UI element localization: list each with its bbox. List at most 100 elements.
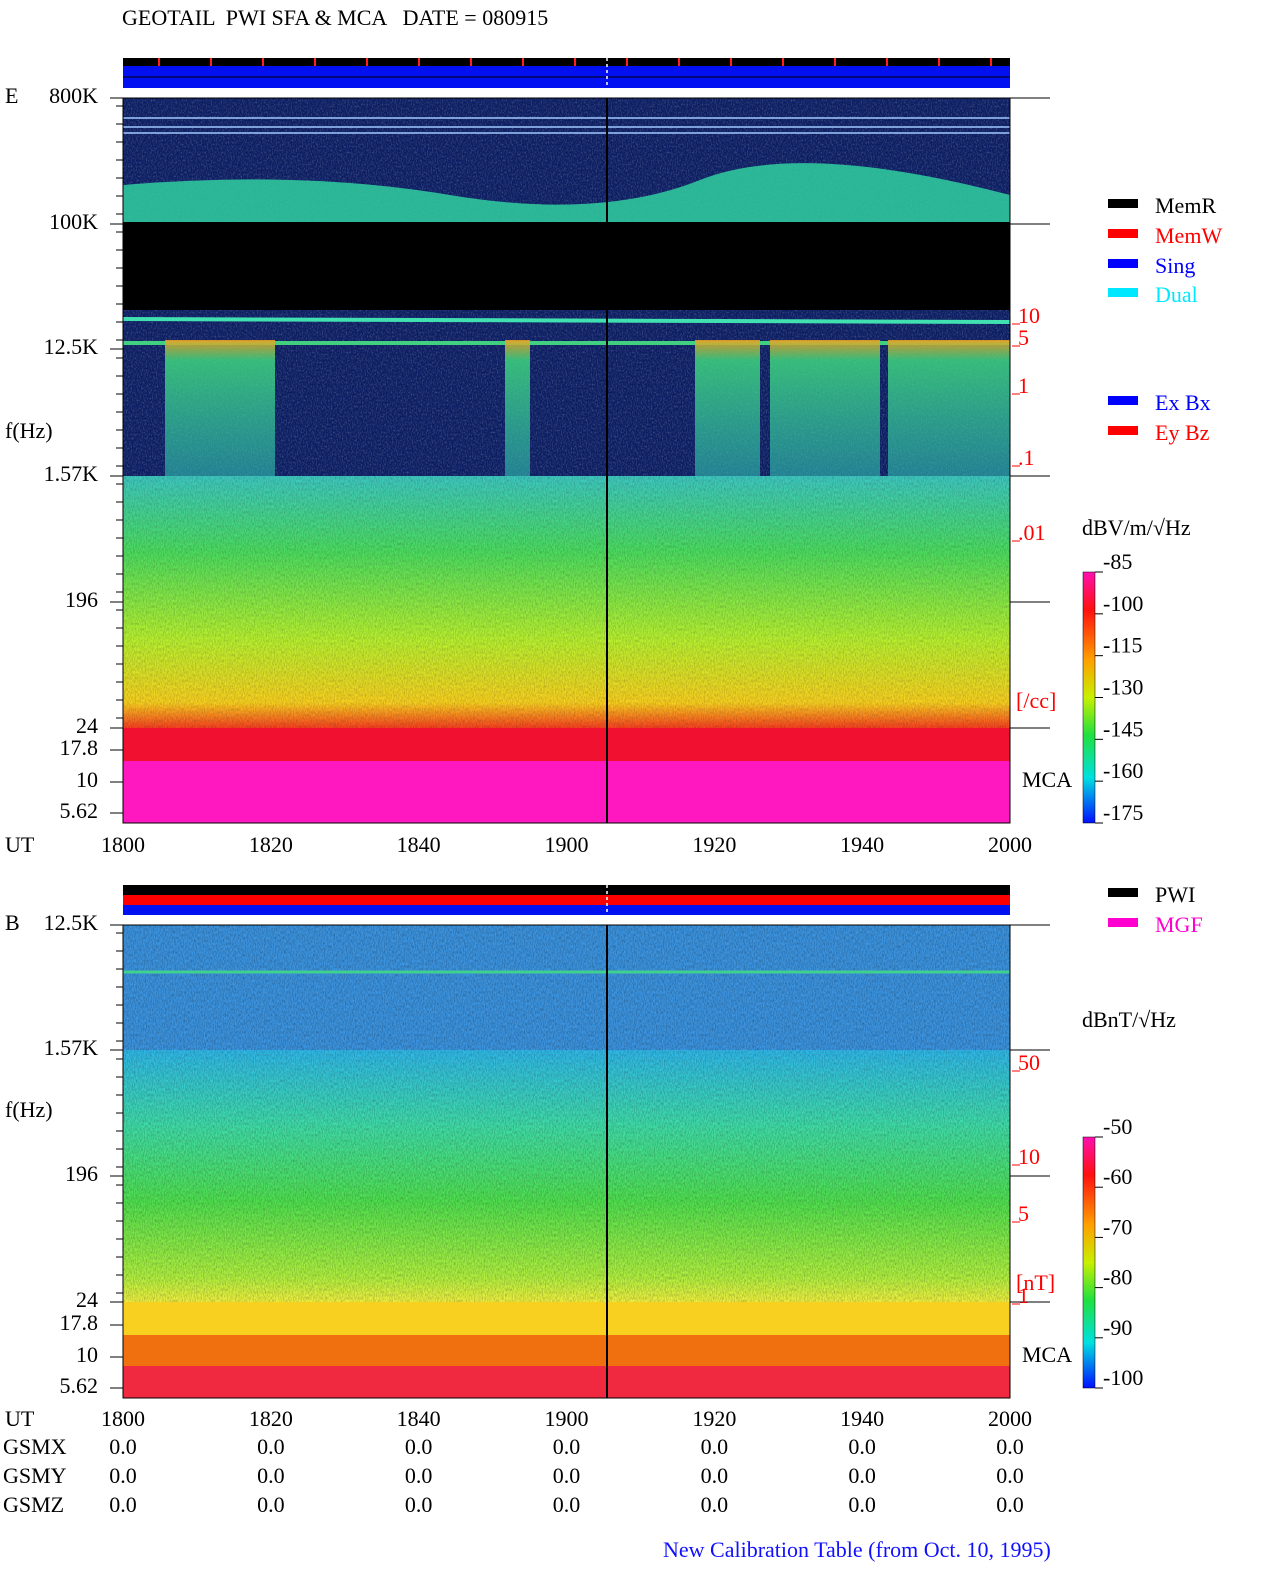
mca-label: MCA (1022, 1342, 1072, 1367)
y-tick-label: 800K (49, 83, 98, 108)
colorbar-tick-label: -90 (1103, 1315, 1132, 1340)
footer-note: New Calibration Table (from Oct. 10, 199… (663, 1537, 1051, 1562)
y-tick-label: 17.8 (60, 1310, 99, 1335)
panel-label: B (5, 910, 20, 935)
y-tick-label: 10 (76, 767, 98, 792)
x-tick-label: 1840 (397, 832, 441, 857)
legend-swatch (1108, 426, 1138, 435)
colorbar-tick-label: -100 (1103, 591, 1143, 616)
x-tick-label: 1800 (101, 832, 145, 857)
y-tick-label: 10 (76, 1342, 98, 1367)
legend-label: Sing (1155, 253, 1195, 278)
gsm-value: 0.0 (848, 1492, 876, 1517)
colorbar-tick-label: -175 (1103, 800, 1143, 825)
gsm-value: 0.0 (553, 1434, 581, 1459)
y-tick-label: 196 (65, 1161, 98, 1186)
colorbar-label: dBV/m/√Hz (1082, 515, 1191, 540)
density-tick-label: 10 (1018, 303, 1040, 328)
gsm-value: 0.0 (553, 1492, 581, 1517)
y-tick-label: 12.5K (44, 334, 99, 359)
colorbar (1082, 1136, 1096, 1389)
spectrogram-mca (123, 1302, 1010, 1335)
gsm-value: 0.0 (405, 1463, 433, 1488)
gsm-label: GSMX (3, 1434, 67, 1459)
status-bar (123, 895, 1010, 905)
y-tick-label: 196 (65, 587, 98, 612)
gsm-value: 0.0 (257, 1463, 285, 1488)
legend-label: MemW (1155, 223, 1222, 248)
spectrogram-burst (165, 340, 275, 476)
density-unit: [/cc] (1016, 688, 1056, 713)
x-tick-label: 1920 (692, 832, 736, 857)
x-tick-label: 1820 (249, 832, 293, 857)
density-tick-label: 50 (1018, 1050, 1040, 1075)
spectrogram-line (122, 317, 1011, 324)
legend-label: PWI (1155, 882, 1195, 907)
spectrogram-mca (123, 728, 1010, 761)
y-tick-label: 5.62 (60, 798, 99, 823)
colorbar-tick-label: -160 (1103, 758, 1143, 783)
x-tick-label: 1940 (840, 832, 884, 857)
y-tick-label: 5.62 (60, 1373, 99, 1398)
spectrogram-burst (770, 340, 880, 476)
colorbar-tick-label: -145 (1103, 716, 1143, 741)
y-axis-label: f(Hz) (5, 1097, 53, 1122)
legend-swatch (1108, 888, 1138, 897)
status-bar (123, 905, 1010, 915)
colorbar-tick-label: -130 (1103, 675, 1143, 700)
gsm-value: 0.0 (701, 1434, 729, 1459)
legend-label: MGF (1155, 912, 1203, 937)
legend-label: Ex Bx (1155, 390, 1211, 415)
gsm-value: 0.0 (848, 1463, 876, 1488)
legend-label: MemR (1155, 193, 1216, 218)
density-tick-label: 5 (1018, 1201, 1029, 1226)
colorbar-label: dBnT/√Hz (1082, 1007, 1176, 1032)
legend-swatch (1108, 259, 1138, 268)
y-tick-label: 100K (49, 209, 98, 234)
y-axis-label: f(Hz) (5, 418, 53, 443)
colorbar-tick-label: -100 (1103, 1365, 1143, 1390)
title: GEOTAIL PWI SFA & MCA DATE = 080915 (122, 5, 548, 30)
density-tick-label: .1 (1018, 445, 1035, 470)
density-tick-label: 10 (1018, 1144, 1040, 1169)
spectrogram-mca (123, 1366, 1010, 1398)
y-tick-label: 1.57K (44, 1035, 99, 1060)
legend-swatch (1108, 199, 1138, 208)
colorbar-tick-label: -115 (1103, 633, 1143, 658)
x-tick-label: 1820 (249, 1406, 293, 1431)
colorbar-tick-label: -50 (1103, 1114, 1132, 1139)
colorbar-tick-label: -70 (1103, 1214, 1132, 1239)
spectrogram-noise (123, 1050, 1010, 1302)
spectrogram-burst (695, 340, 760, 476)
legend-swatch (1108, 288, 1138, 297)
density-unit: [nT] (1016, 1270, 1055, 1295)
x-axis-label: UT (5, 1406, 35, 1431)
colorbar-tick-label: -80 (1103, 1265, 1132, 1290)
x-axis-label: UT (5, 832, 35, 857)
x-tick-label: 1900 (545, 1406, 589, 1431)
x-tick-label: 1800 (101, 1406, 145, 1431)
legend-swatch (1108, 396, 1138, 405)
gsm-value: 0.0 (405, 1434, 433, 1459)
plot-frame (122, 924, 1011, 1399)
gsm-value: 0.0 (553, 1463, 581, 1488)
x-tick-label: 2000 (988, 1406, 1032, 1431)
spectrogram-noise (123, 476, 1010, 728)
gsm-label: GSMZ (3, 1492, 64, 1517)
gsm-value: 0.0 (701, 1492, 729, 1517)
spectrogram-black (123, 222, 1010, 310)
panel-label: E (5, 83, 18, 108)
status-bar (123, 58, 1010, 66)
legend-swatch (1108, 918, 1138, 927)
x-tick-label: 2000 (988, 832, 1032, 857)
spectrogram-burst (505, 340, 530, 476)
legend-label: Ey Bz (1155, 420, 1210, 445)
mca-label: MCA (1022, 767, 1072, 792)
gsm-label: GSMY (3, 1463, 67, 1488)
gsm-value: 0.0 (109, 1463, 137, 1488)
spectrogram-band (123, 163, 1010, 230)
y-tick-label: 1.57K (44, 461, 99, 486)
colorbar-tick-label: -60 (1103, 1164, 1132, 1189)
